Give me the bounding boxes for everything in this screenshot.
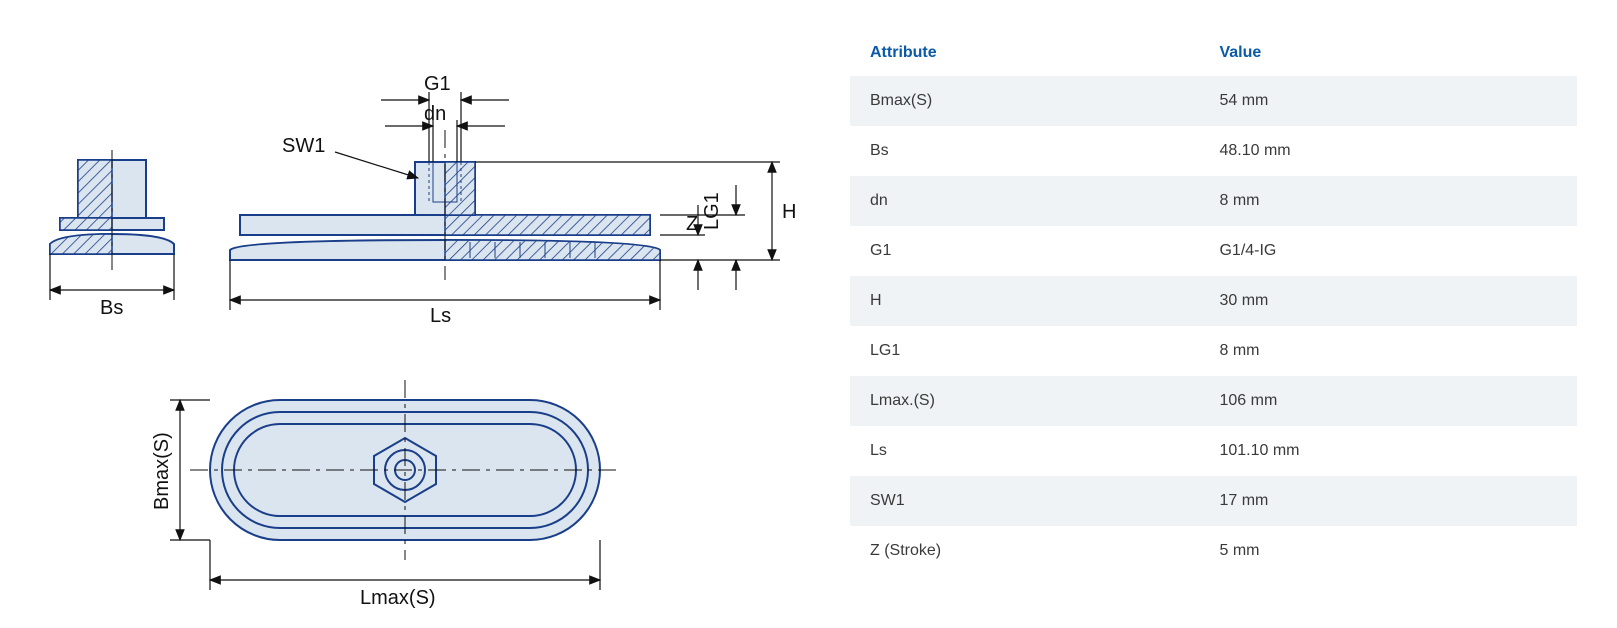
- attr-cell: G1: [850, 226, 1199, 276]
- attr-cell: SW1: [850, 476, 1199, 526]
- label-bs: Bs: [100, 297, 123, 319]
- label-bmax: Bmax(S): [151, 432, 173, 510]
- table-row: Ls101.10 mm: [850, 426, 1577, 476]
- value-cell: 54 mm: [1199, 76, 1577, 126]
- value-cell: 30 mm: [1199, 276, 1577, 326]
- label-dn: dn: [424, 103, 446, 125]
- value-cell: 17 mm: [1199, 476, 1577, 526]
- side-view: G1 dn SW1 Ls H: [220, 70, 810, 330]
- table-row: SW117 mm: [850, 476, 1577, 526]
- table-row: Z (Stroke)5 mm: [850, 526, 1577, 576]
- table-row: dn8 mm: [850, 176, 1577, 226]
- top-view: Bmax(S) Lmax(S): [140, 360, 660, 620]
- attr-cell: Z (Stroke): [850, 526, 1199, 576]
- label-lmax: Lmax(S): [360, 587, 436, 609]
- value-cell: 101.10 mm: [1199, 426, 1577, 476]
- attribute-table-panel: Attribute Value Bmax(S)54 mmBs48.10 mmdn…: [830, 0, 1617, 628]
- label-g1: G1: [424, 73, 451, 95]
- table-row: Bmax(S)54 mm: [850, 76, 1577, 126]
- value-cell: 48.10 mm: [1199, 126, 1577, 176]
- value-cell: 8 mm: [1199, 326, 1577, 376]
- value-cell: 8 mm: [1199, 176, 1577, 226]
- attr-cell: Bmax(S): [850, 76, 1199, 126]
- label-h: H: [782, 201, 796, 223]
- col-header-attribute: Attribute: [850, 30, 1199, 76]
- table-row: H30 mm: [850, 276, 1577, 326]
- table-row: Bs48.10 mm: [850, 126, 1577, 176]
- technical-drawing-panel: Bs: [0, 0, 830, 628]
- attr-cell: Ls: [850, 426, 1199, 476]
- value-cell: 106 mm: [1199, 376, 1577, 426]
- label-sw1: SW1: [282, 135, 325, 157]
- label-ls: Ls: [430, 305, 451, 327]
- label-z: Z: [686, 213, 698, 235]
- label-lg1: LG1: [701, 192, 723, 230]
- attr-cell: Bs: [850, 126, 1199, 176]
- end-view: Bs: [30, 150, 200, 330]
- attr-cell: LG1: [850, 326, 1199, 376]
- table-row: LG18 mm: [850, 326, 1577, 376]
- col-header-value: Value: [1199, 30, 1577, 76]
- value-cell: 5 mm: [1199, 526, 1577, 576]
- attr-cell: H: [850, 276, 1199, 326]
- attribute-table: Attribute Value Bmax(S)54 mmBs48.10 mmdn…: [850, 30, 1577, 576]
- attr-cell: dn: [850, 176, 1199, 226]
- attr-cell: Lmax.(S): [850, 376, 1199, 426]
- table-row: Lmax.(S)106 mm: [850, 376, 1577, 426]
- table-row: G1G1/4-IG: [850, 226, 1577, 276]
- value-cell: G1/4-IG: [1199, 226, 1577, 276]
